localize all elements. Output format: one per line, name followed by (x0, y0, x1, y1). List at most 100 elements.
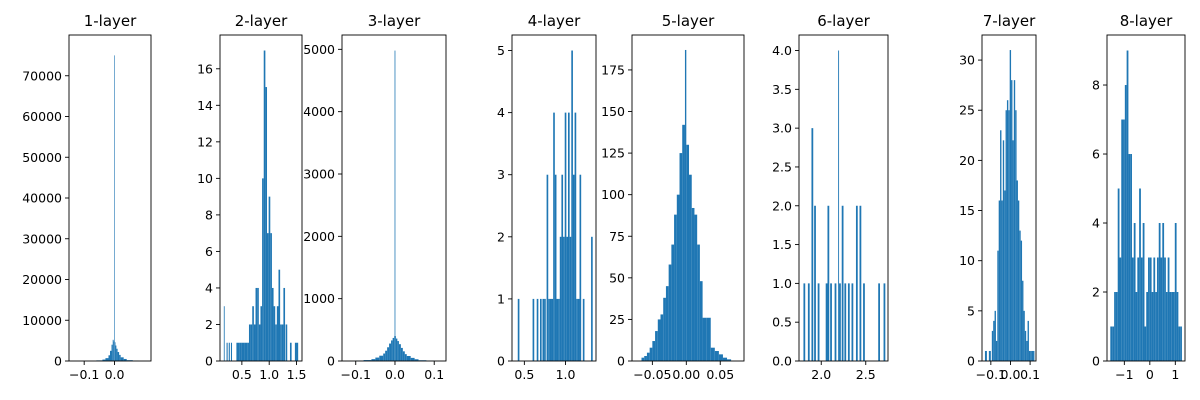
histogram-bar (223, 306, 225, 361)
histogram-bar (1016, 180, 1018, 361)
panel-4: 0 1 2 3 4 5 0.5 1.0 4-layer (497, 12, 597, 382)
histogram-bar (252, 306, 254, 361)
histogram-bar (571, 50, 573, 362)
x-tick-label: 1.0 (556, 367, 576, 382)
histogram-bar (275, 324, 277, 361)
panel-2: 0 2 4 6 8 10 12 14 16 0.5 1.0 1.5 2-layer (197, 12, 306, 382)
histogram-bar (657, 319, 661, 361)
histogram-bar (553, 112, 555, 362)
histogram-bar (1012, 140, 1014, 361)
histogram-bar (1133, 223, 1136, 361)
y-tick-label: 4 (497, 105, 505, 120)
histogram-bar (1119, 257, 1122, 361)
histogram-bar (1006, 100, 1009, 361)
histogram-bar (1114, 292, 1116, 361)
histogram-bar (641, 357, 645, 361)
histogram-bar (993, 320, 995, 361)
histogram-bar (1142, 223, 1145, 361)
x-tick-label: −0.1 (976, 367, 1006, 382)
histogram-bar (551, 298, 554, 361)
axes-frame (631, 34, 745, 362)
histogram-bar (847, 283, 850, 361)
histogram-bar (1178, 326, 1181, 361)
histogram-bar (994, 310, 996, 361)
histogram-bar (108, 355, 110, 361)
x-tick-label: 0.0 (385, 367, 405, 382)
histogram-bar (674, 214, 677, 361)
histogram-bar (1121, 119, 1124, 362)
y-tick-label: 0 (327, 354, 335, 369)
histogram-bar (276, 306, 279, 361)
histogram-bar (395, 336, 396, 361)
panel-title: 1-layer (84, 12, 137, 30)
histogram-bar (841, 205, 844, 361)
y-tick-label: 2 (205, 317, 213, 332)
histogram-bar (375, 357, 380, 361)
histogram-bar (559, 236, 562, 361)
y-tick-label: 50000 (22, 150, 62, 165)
y-tick-label: 15 (959, 203, 975, 218)
x-tick-label: 0.05 (706, 367, 734, 382)
histogram-bar (1110, 326, 1113, 361)
y-tick-label: 20000 (22, 272, 62, 287)
histogram-bar (241, 342, 245, 361)
histogram-bar (699, 281, 703, 361)
histogram-bar (563, 236, 565, 361)
y-tick-label: 25 (609, 312, 625, 327)
y-tick-label: 0 (1092, 354, 1100, 369)
y-tick-label: 8 (205, 207, 213, 222)
axes-frame (981, 34, 1037, 362)
histogram-bar (285, 324, 288, 361)
histogram-bar (371, 359, 376, 361)
histogram-bar (1135, 292, 1138, 361)
histogram-bar (1005, 110, 1007, 361)
histogram-bar (579, 174, 582, 361)
histogram-bar (239, 342, 242, 361)
y-tick-label: 30 (959, 53, 975, 68)
histogram-bar (995, 340, 998, 361)
x-tick-label: −0.1 (69, 367, 99, 382)
y-tick-label: 2.0 (772, 198, 792, 213)
histogram-bar (554, 174, 557, 361)
x-tick-label: 0.0 (105, 367, 125, 382)
histogram-bar (834, 283, 837, 361)
histogram-bar (250, 324, 253, 361)
histogram-bar (105, 358, 109, 361)
histogram-bar (262, 178, 264, 361)
histogram-bar (283, 287, 286, 361)
histogram-bar (267, 233, 269, 361)
y-tick-label: 125 (601, 146, 625, 161)
histogram-bar (1002, 140, 1005, 361)
histogram-bar (540, 298, 542, 361)
histogram-bar (998, 200, 1001, 361)
histogram-bar (807, 283, 810, 361)
x-tick-label: 0.0 (1001, 367, 1021, 382)
histogram-bar (1165, 292, 1168, 361)
histogram-bar (1027, 320, 1029, 361)
histogram-bar (1148, 257, 1150, 361)
histogram-bar (120, 357, 124, 361)
histogram-bar (591, 236, 593, 361)
y-tick-label: 2 (497, 229, 505, 244)
histogram-bar (991, 330, 994, 361)
histogram-bar (1017, 200, 1020, 361)
histogram-bar (676, 194, 680, 361)
x-tick-label: −0.05 (633, 367, 671, 382)
histogram-bar (694, 214, 698, 361)
histogram-bar (652, 341, 656, 361)
y-tick-label: 5 (497, 43, 505, 58)
histogram-bar (363, 360, 372, 361)
histogram-bar (679, 153, 683, 361)
histogram-bar (102, 359, 106, 361)
histogram-bar (803, 283, 806, 361)
histogram-bar (646, 352, 650, 361)
panel-title: 4-layer (528, 12, 581, 30)
histogram-bar (1162, 223, 1165, 361)
histogram-bar (1146, 292, 1149, 361)
histogram-bar (1153, 257, 1156, 361)
histogram-bar (863, 283, 865, 361)
histogram-bar (1124, 85, 1127, 362)
histogram-bar (566, 236, 568, 361)
histogram-bar (668, 264, 672, 361)
histogram-bar (116, 348, 118, 361)
